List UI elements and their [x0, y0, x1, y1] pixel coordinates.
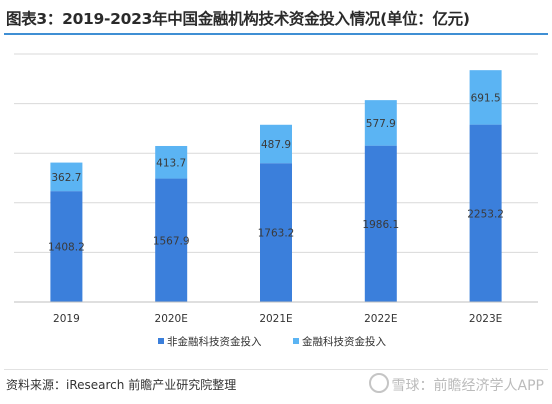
legend-swatch — [293, 338, 299, 344]
footer-divider — [4, 369, 548, 370]
data-label-financial: 577.9 — [366, 118, 396, 130]
bar-financial-tech — [50, 162, 83, 192]
bar-non-financial-tech — [364, 145, 397, 302]
x-tick-label: 2020E — [155, 313, 188, 325]
bar-financial-tech — [469, 70, 502, 125]
footer-watermark-text: 雪球：前瞻经济学人APP — [391, 378, 544, 394]
bar-non-financial-tech — [155, 178, 188, 302]
data-label-non-financial: 1763.2 — [258, 228, 295, 240]
footer-watermark: 雪球：前瞻经济学人APP — [368, 373, 544, 395]
legend-label: 非金融科技资金投入 — [167, 335, 262, 348]
chart-title: 图表3：2019-2023年中国金融机构技术资金投入情况(单位：亿元) — [6, 10, 470, 28]
stacked-bar-chart: 1408.2 362.7 1567.9 413.7 1763.2 487.9 1986.1 5… — [14, 53, 538, 348]
legend-item-non-financial: 非金融科技资金投入 — [158, 335, 262, 348]
data-label-non-financial: 1567.9 — [153, 235, 190, 247]
title-divider — [4, 33, 548, 35]
data-label-financial: 362.7 — [51, 172, 81, 184]
bar-non-financial-tech — [469, 124, 502, 302]
legend-item-financial: 金融科技资金投入 — [293, 335, 386, 348]
data-label-non-financial: 1408.2 — [48, 242, 85, 254]
data-label-non-financial: 1986.1 — [362, 219, 399, 231]
data-label-financial: 487.9 — [261, 139, 291, 151]
data-label-financial: 413.7 — [156, 157, 186, 169]
bar-non-financial-tech — [260, 163, 292, 302]
bar-financial-tech — [364, 100, 397, 146]
source-note: 资料来源：iResearch 前瞻产业研究院整理 — [6, 378, 237, 392]
bar-financial-tech — [155, 145, 188, 179]
bar-non-financial-tech — [50, 191, 83, 302]
x-tick-label: 2021E — [259, 313, 292, 325]
x-tick-label: 2022E — [364, 313, 397, 325]
snowball-logo-icon — [368, 373, 389, 393]
legend-label: 金融科技资金投入 — [302, 335, 386, 348]
x-tick-label: 2019 — [53, 313, 80, 325]
legend-swatch — [158, 338, 164, 344]
data-label-non-financial: 2253.2 — [467, 208, 504, 220]
x-tick-label: 2023E — [469, 313, 502, 325]
bar-financial-tech — [260, 124, 292, 164]
data-label-financial: 691.5 — [471, 92, 501, 104]
